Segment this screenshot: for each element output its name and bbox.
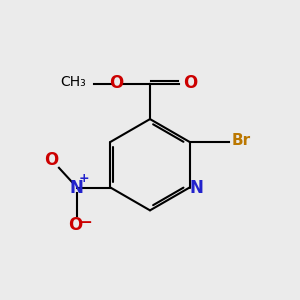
Text: CH₃: CH₃ (60, 75, 86, 89)
Text: O: O (68, 216, 82, 234)
Text: O: O (44, 151, 58, 169)
Text: +: + (79, 172, 89, 185)
Text: Br: Br (232, 133, 251, 148)
Text: O: O (184, 74, 198, 92)
Text: O: O (109, 74, 123, 92)
Text: −: − (79, 215, 92, 230)
Text: N: N (70, 178, 84, 196)
Text: N: N (189, 178, 203, 196)
